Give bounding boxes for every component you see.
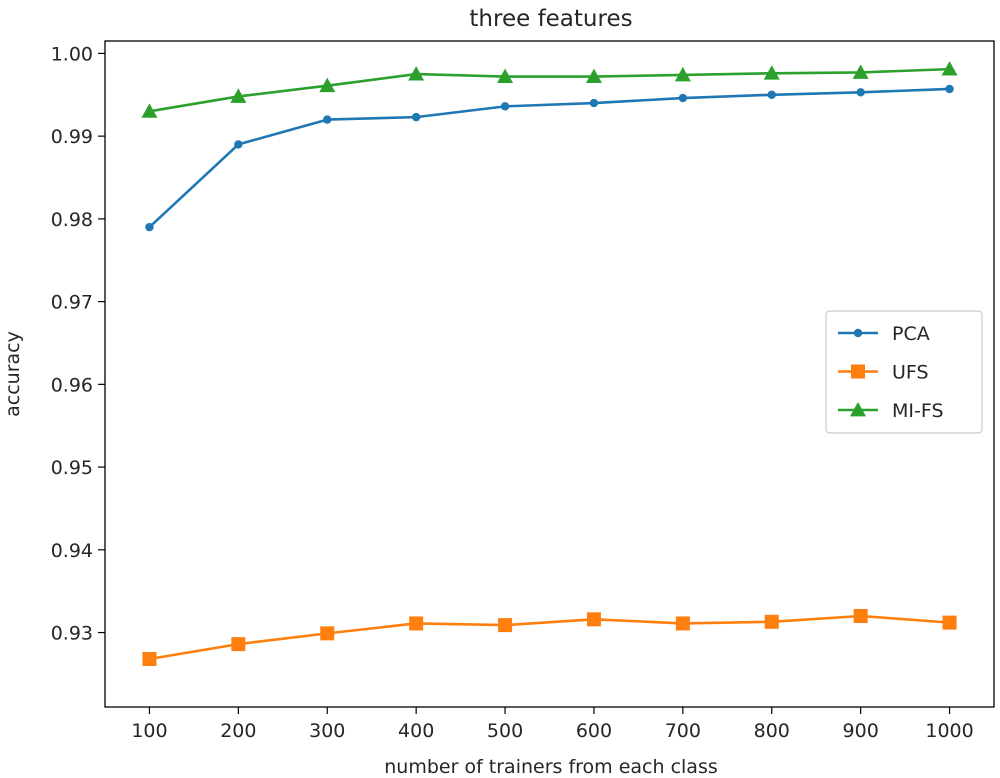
data-point-ufs bbox=[586, 612, 601, 627]
x-tick-label: 200 bbox=[220, 720, 256, 742]
series-line-mi-fs bbox=[149, 67, 950, 113]
series-pca bbox=[145, 84, 954, 232]
legend: PCA UFS MI-FS bbox=[825, 310, 983, 434]
data-point-mi-fs bbox=[674, 66, 691, 82]
chart-title: three features bbox=[469, 6, 632, 32]
data-point-mi-fs bbox=[408, 66, 425, 81]
series-line-pca bbox=[148, 87, 950, 229]
data-point-pca bbox=[500, 102, 510, 111]
legend-label: MI-FS bbox=[892, 400, 944, 422]
data-point-mi-fs bbox=[319, 77, 336, 93]
data-point-mi-fs bbox=[585, 68, 602, 83]
x-axis-title: number of trainers from each class bbox=[384, 756, 718, 778]
legend-label: PCA bbox=[892, 323, 930, 345]
y-tick-label: 1.00 bbox=[51, 43, 93, 65]
x-tick-label: 500 bbox=[487, 720, 523, 742]
data-point-ufs bbox=[942, 615, 957, 630]
data-point-pca bbox=[234, 140, 243, 149]
data-point-mi-fs bbox=[763, 65, 780, 80]
legend-item-mi-fs: MI-FS bbox=[838, 400, 944, 422]
y-axis-title: accuracy bbox=[2, 331, 24, 417]
x-tick-label: 900 bbox=[843, 720, 879, 742]
legend-marker-ufs bbox=[851, 364, 865, 379]
series-ufs bbox=[142, 608, 957, 667]
data-point-pca bbox=[856, 88, 865, 97]
data-point-pca bbox=[323, 115, 332, 124]
data-point-pca bbox=[767, 90, 776, 99]
data-point-mi-fs bbox=[230, 88, 247, 103]
legend-item-ufs: UFS bbox=[838, 362, 929, 384]
legend-box bbox=[825, 310, 983, 434]
x-tick-label: 800 bbox=[754, 720, 790, 742]
data-point-ufs bbox=[498, 618, 513, 633]
data-point-pca bbox=[678, 93, 688, 103]
x-tick-label: 700 bbox=[665, 720, 701, 742]
y-tick-label: 0.95 bbox=[51, 457, 93, 479]
x-tick-label: 300 bbox=[309, 720, 345, 742]
data-point-pca bbox=[589, 98, 599, 108]
y-tick-label: 0.99 bbox=[51, 126, 93, 148]
y-tick-label: 0.96 bbox=[51, 374, 93, 396]
data-point-mi-fs bbox=[497, 68, 514, 83]
data-point-mi-fs bbox=[852, 64, 869, 79]
plot-frame bbox=[104, 40, 995, 708]
data-point-pca bbox=[145, 222, 154, 232]
x-tick-label: 400 bbox=[398, 720, 434, 742]
legend-marker-pca bbox=[853, 328, 863, 338]
legend-marker-mi-fs bbox=[850, 402, 866, 417]
y-tick-label: 0.94 bbox=[51, 540, 93, 562]
data-point-ufs bbox=[142, 652, 157, 667]
data-point-mi-fs bbox=[141, 103, 158, 118]
data-point-ufs bbox=[231, 637, 246, 652]
data-point-ufs bbox=[320, 626, 335, 641]
series-line-ufs bbox=[149, 614, 950, 661]
data-point-pca bbox=[411, 112, 421, 122]
y-tick-label: 0.93 bbox=[51, 623, 93, 645]
legend-item-pca: PCA bbox=[838, 323, 930, 345]
legend-label: UFS bbox=[892, 362, 929, 384]
x-tick-label: 600 bbox=[576, 720, 612, 742]
data-point-ufs bbox=[675, 616, 690, 631]
data-point-pca bbox=[945, 84, 954, 94]
data-point-ufs bbox=[853, 608, 868, 623]
y-tick-label: 0.98 bbox=[51, 209, 93, 231]
data-point-ufs bbox=[409, 616, 424, 631]
y-tick-label: 0.97 bbox=[51, 292, 93, 314]
data-point-ufs bbox=[764, 614, 779, 629]
x-tick-label: 1000 bbox=[925, 720, 973, 742]
x-tick-label: 100 bbox=[131, 720, 167, 742]
series-mi-fs bbox=[141, 61, 958, 118]
data-point-mi-fs bbox=[941, 61, 958, 76]
